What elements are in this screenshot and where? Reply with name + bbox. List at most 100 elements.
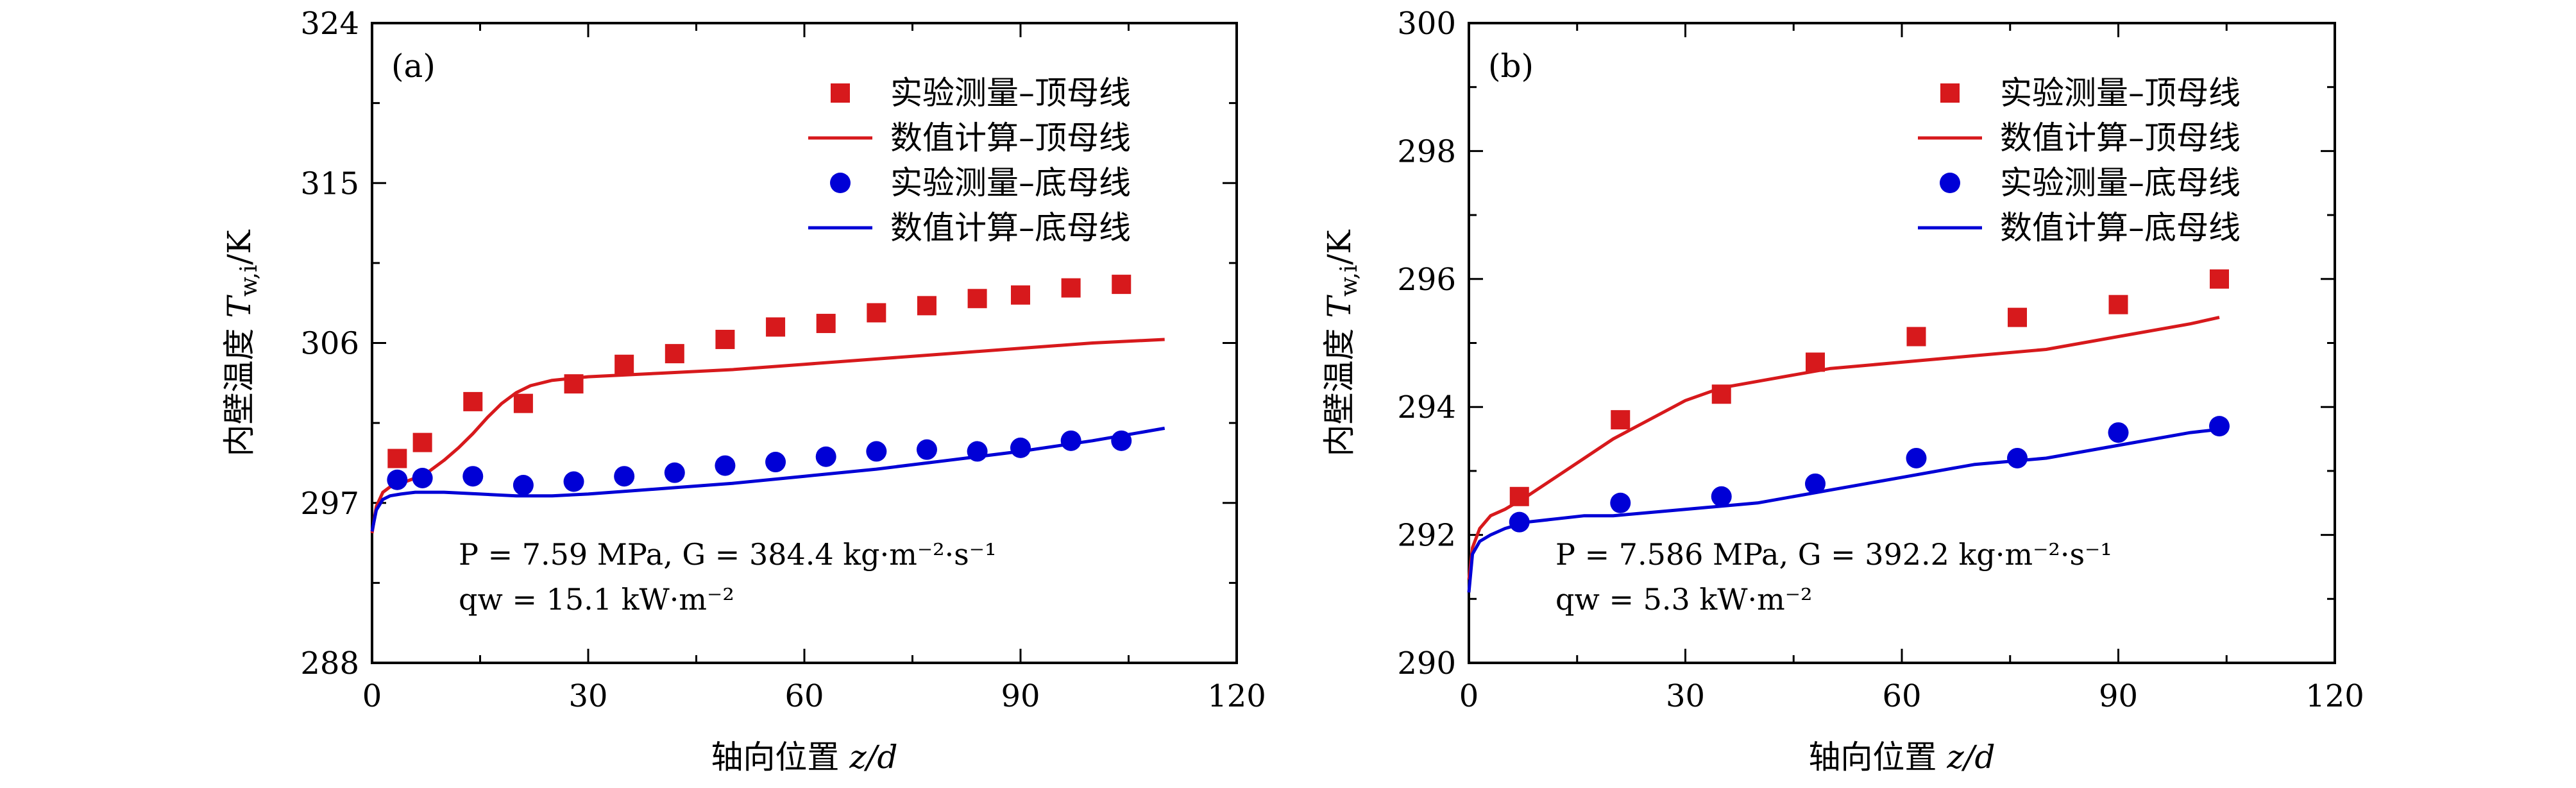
- data-point-circle: [563, 471, 584, 492]
- data-point-square: [917, 296, 936, 316]
- data-point-circle: [1805, 473, 1826, 494]
- data-point-circle: [387, 469, 408, 490]
- legend-label: 数值计算–底母线: [2000, 209, 2241, 246]
- legend-square-marker: [1940, 83, 1960, 103]
- series-line-1: [1467, 316, 2220, 580]
- condition-annotation-line2: qw = 5.3 kW·m⁻²: [1555, 582, 1813, 617]
- legend-label: 实验测量–顶母线: [2000, 74, 2241, 112]
- data-point-circle: [2108, 422, 2129, 443]
- data-point-circle: [916, 439, 937, 460]
- y-axis-title-text: 内壁温度: [221, 318, 258, 457]
- y-axis-title-unit: /K: [221, 229, 258, 265]
- legend-label: 实验测量–底母线: [890, 164, 1131, 201]
- y-axis-title-variable: T: [1321, 295, 1358, 318]
- panel-label: (a): [391, 47, 436, 85]
- y-tick-label: 296: [1397, 262, 1456, 298]
- data-point-square: [614, 354, 634, 374]
- x-tick-label: 90: [2099, 678, 2138, 714]
- data-point-square: [766, 317, 786, 337]
- y-axis-title-subscript: w,i: [1336, 265, 1362, 297]
- y-tick-label: 324: [300, 6, 359, 42]
- data-point-square: [1906, 327, 1926, 347]
- data-point-square: [2210, 269, 2229, 289]
- data-point-square: [1112, 275, 1131, 295]
- data-point-circle: [513, 475, 534, 496]
- y-tick-label: 298: [1397, 133, 1456, 169]
- data-point-square: [412, 433, 432, 452]
- condition-annotation-line1: P = 7.59 MPa, G = 384.4 kg·m⁻²·s⁻¹: [459, 537, 997, 572]
- x-axis-title-variable: z/d: [1946, 739, 1995, 776]
- data-point-square: [2008, 307, 2027, 327]
- y-axis-title-variable: T: [221, 295, 258, 318]
- data-point-circle: [1610, 492, 1631, 513]
- y-tick-label: 315: [300, 166, 359, 201]
- x-tick-label: 120: [1207, 678, 1266, 714]
- data-point-square: [967, 289, 987, 309]
- y-tick-label: 292: [1397, 518, 1456, 554]
- data-point-circle: [1060, 430, 1081, 451]
- data-point-square: [816, 314, 836, 334]
- y-axis-title-unit: /K: [1321, 229, 1358, 265]
- x-axis-title: 轴向位置 z/d: [711, 739, 897, 776]
- data-point-circle: [1906, 447, 1927, 468]
- y-tick-label: 300: [1397, 6, 1456, 42]
- data-point-circle: [765, 452, 786, 473]
- data-point-square: [867, 303, 886, 323]
- data-point-circle: [412, 467, 433, 488]
- panel-label: (b): [1488, 47, 1534, 85]
- x-tick-label: 60: [784, 678, 824, 714]
- data-point-circle: [2209, 416, 2230, 437]
- data-point-square: [513, 393, 533, 413]
- data-point-square: [463, 391, 483, 411]
- legend-label: 数值计算–顶母线: [890, 119, 1131, 157]
- legend-circle-marker: [1940, 173, 1960, 193]
- y-tick-label: 294: [1397, 390, 1456, 425]
- data-point-circle: [1711, 486, 1732, 507]
- x-axis-title-variable: z/d: [849, 739, 897, 776]
- series-line-1: [370, 338, 1165, 534]
- y-tick-label: 297: [300, 486, 359, 522]
- data-point-square: [2108, 295, 2128, 314]
- data-point-circle: [664, 462, 685, 483]
- x-axis-title-text: 轴向位置: [711, 739, 849, 776]
- data-point-square: [665, 344, 684, 364]
- legend-label: 数值计算–底母线: [890, 209, 1131, 246]
- x-tick-label: 0: [362, 678, 382, 714]
- y-tick-label: 290: [1397, 646, 1456, 681]
- condition-annotation-line2: qw = 15.1 kW·m⁻²: [459, 582, 734, 617]
- data-point-circle: [866, 441, 887, 462]
- x-tick-label: 0: [1459, 678, 1479, 714]
- y-axis-title-subscript: w,i: [236, 265, 262, 297]
- series-line-3: [1467, 427, 2220, 593]
- legend-square-marker: [831, 83, 850, 103]
- data-point-square: [1061, 278, 1081, 298]
- condition-annotation-line1: P = 7.586 MPa, G = 392.2 kg·m⁻²·s⁻¹: [1555, 537, 2112, 572]
- y-axis-title-text: 内壁温度: [1321, 318, 1358, 457]
- y-axis-title: 内壁温度 Tw,i/K: [1321, 229, 1362, 457]
- legend-circle-marker: [830, 173, 851, 193]
- y-tick-label: 288: [300, 646, 359, 681]
- legend-label: 实验测量–顶母线: [890, 74, 1131, 112]
- data-point-circle: [1010, 437, 1031, 458]
- x-axis-title-text: 轴向位置: [1808, 739, 1947, 776]
- y-tick-label: 306: [300, 326, 359, 362]
- data-point-square: [387, 449, 407, 468]
- data-point-square: [1611, 410, 1631, 430]
- y-axis-title: 内壁温度 Tw,i/K: [221, 229, 262, 457]
- data-point-circle: [2007, 447, 2028, 468]
- legend-label: 实验测量–底母线: [2000, 164, 2241, 201]
- x-tick-label: 30: [568, 678, 607, 714]
- chart-panel-b: 0 30 60 90 120 290 292 294 296 298 300 实验测量–顶母线数值计算…: [1321, 6, 2364, 776]
- data-point-circle: [715, 455, 736, 476]
- x-tick-label: 30: [1666, 678, 1705, 714]
- x-axis-title: 轴向位置 z/d: [1808, 739, 1995, 776]
- data-point-square: [1011, 285, 1030, 305]
- x-tick-label: 90: [1001, 678, 1040, 714]
- x-tick-label: 60: [1882, 678, 1921, 714]
- data-point-circle: [614, 466, 635, 487]
- series-line-3: [370, 426, 1165, 532]
- chart-panel-a: 0 30 60 90 120 288 297 306 315 324 实验测量–顶母线数值计算–顶母…: [221, 6, 1266, 776]
- data-point-circle: [462, 466, 484, 487]
- legend-label: 数值计算–顶母线: [2000, 119, 2241, 157]
